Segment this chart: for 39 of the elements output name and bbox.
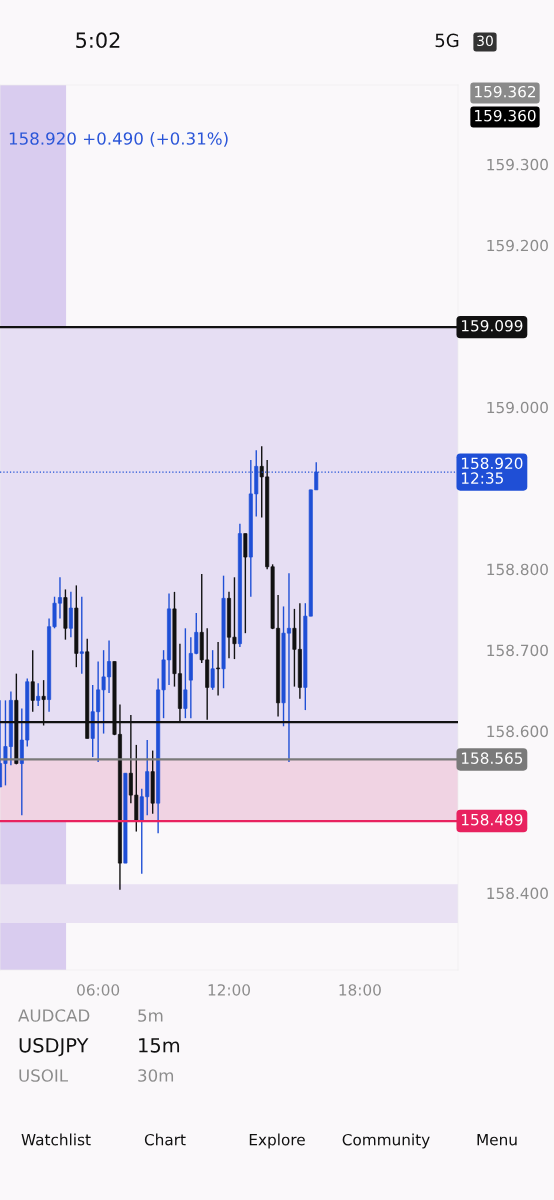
y-tick-label: 159.300 [487, 158, 548, 171]
text: 15m [139, 1038, 180, 1053]
candlestick [36, 682, 41, 707]
text: USDJPY [19, 1037, 89, 1057]
y-tick-label: 158.800 [487, 563, 548, 576]
text: Watchlist [21, 1133, 91, 1146]
annotation: 158.920 +0.490 (+0.31%) [9, 131, 228, 147]
text: AUDCAD [18, 1009, 90, 1022]
text: Chart [144, 1133, 186, 1146]
x-tick-label: 12:00 [208, 984, 250, 996]
x-tick-label: 18:00 [339, 984, 381, 996]
text: 5G [435, 33, 459, 48]
candlestick [30, 649, 35, 713]
text: 5:02 [76, 32, 120, 49]
text: Menu [477, 1134, 517, 1146]
y-tick-label: 158.600 [487, 725, 548, 738]
y-tick-label: 159.200 [487, 239, 548, 252]
text: Explore [249, 1133, 305, 1149]
text: 159.360 [475, 109, 536, 122]
text: USOIL [19, 1069, 69, 1082]
candlestick [216, 641, 221, 697]
ref-line-label: 158.565 [461, 752, 523, 764]
candlestick [210, 649, 215, 691]
y-tick-label: 159.000 [487, 401, 548, 414]
candlestick [79, 596, 84, 675]
candlestick [183, 627, 188, 719]
ref-line-label: 159.099 [461, 319, 523, 332]
text: 5m [138, 1009, 163, 1022]
ref-line-label: 158.489 [461, 813, 523, 826]
x-tick-label: 06:00 [77, 984, 120, 996]
ref-line-label: 158.920 12:35 [461, 457, 523, 484]
candlestick [68, 591, 73, 638]
candlestick [243, 532, 248, 634]
y-tick-label: 158.700 [487, 644, 548, 657]
text: Community [342, 1133, 430, 1149]
text: 30m [138, 1069, 174, 1082]
text: 159.362 [475, 85, 536, 98]
text: 30 [477, 35, 493, 47]
y-tick-label: 158.400 [487, 887, 548, 900]
